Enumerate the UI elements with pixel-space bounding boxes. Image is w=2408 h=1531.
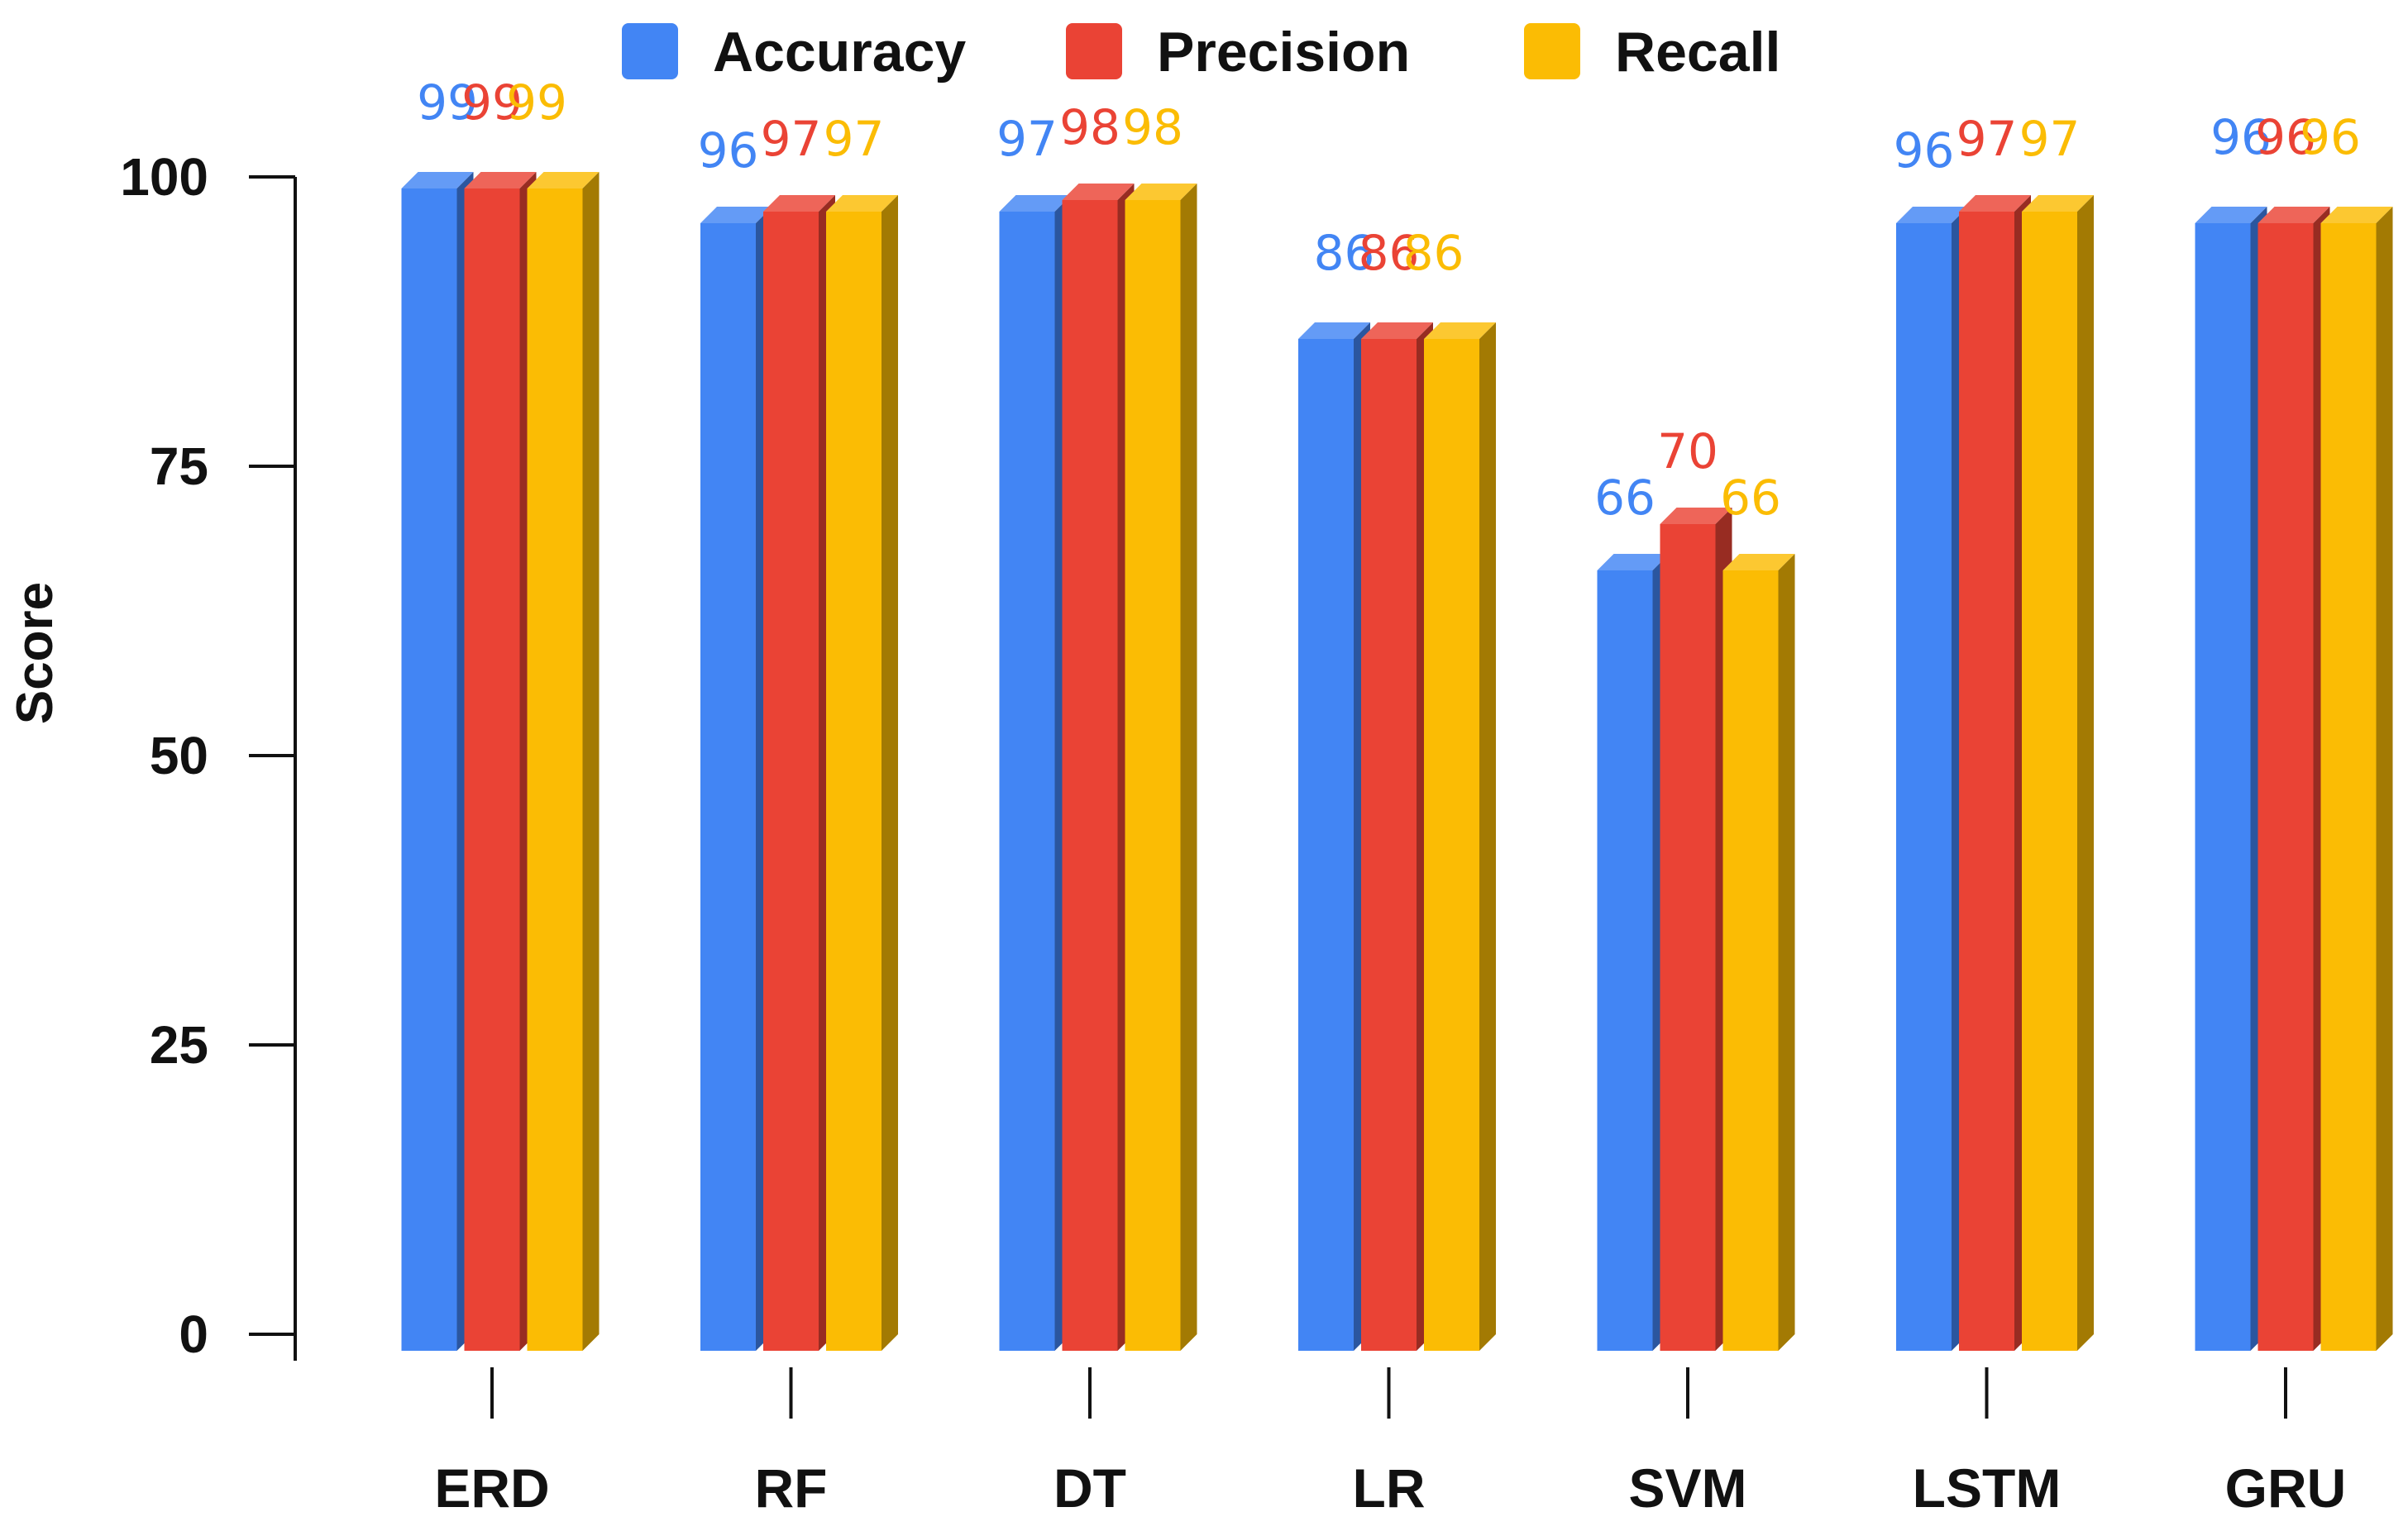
y-tick-label: 75 xyxy=(150,436,208,496)
bar-svm-precision xyxy=(1660,508,1732,1351)
x-tick-label: RF xyxy=(755,1457,828,1519)
x-tick-label: DT xyxy=(1054,1457,1126,1519)
bar-svm-accuracy xyxy=(1597,554,1670,1351)
bar-gru-accuracy xyxy=(2195,207,2267,1351)
legend-label: Precision xyxy=(1157,21,1410,83)
bar-erd-precision xyxy=(464,172,537,1351)
data-label: 97 xyxy=(824,111,885,167)
bar-erd-accuracy xyxy=(401,172,474,1351)
legend-label: Accuracy xyxy=(713,21,966,83)
legend-swatch xyxy=(622,23,678,79)
data-label: 96 xyxy=(698,122,759,179)
data-label: 66 xyxy=(1594,470,1656,526)
bar-lstm-recall xyxy=(2022,195,2094,1351)
x-tick-label: LR xyxy=(1353,1457,1426,1519)
legend-swatch xyxy=(1524,23,1580,79)
x-tick-label: ERD xyxy=(434,1457,549,1519)
x-tick-label: SVM xyxy=(1628,1457,1746,1519)
bar-rf-precision xyxy=(763,195,835,1351)
legend-label: Recall xyxy=(1615,21,1780,83)
bar-erd-recall xyxy=(527,172,600,1351)
legend-item-precision: Precision xyxy=(1066,21,1410,83)
bar-dt-accuracy xyxy=(999,195,1072,1351)
data-label: 98 xyxy=(1122,99,1183,155)
x-tick-label: GRU xyxy=(2225,1457,2347,1519)
bar-dt-precision xyxy=(1062,184,1135,1351)
bar-gru-precision xyxy=(2258,207,2330,1351)
data-label: 99 xyxy=(461,74,523,131)
data-label: 97 xyxy=(1956,111,2018,167)
bars xyxy=(401,172,2393,1351)
legend-item-accuracy: Accuracy xyxy=(622,21,966,83)
y-tick-label: 0 xyxy=(179,1304,208,1364)
data-label: 99 xyxy=(506,74,567,131)
data-label: 96 xyxy=(2210,109,2272,165)
data-label: 97 xyxy=(2019,111,2081,167)
data-label: 96 xyxy=(2300,109,2361,165)
data-label: 86 xyxy=(1314,225,1375,281)
legend: Accuracy Precision Recall xyxy=(622,21,1780,83)
legend-swatch xyxy=(1066,23,1122,79)
data-label: 66 xyxy=(1720,470,1781,526)
bar-dt-recall xyxy=(1125,184,1197,1351)
y-tick-label: 25 xyxy=(150,1015,208,1075)
y-tick-label: 100 xyxy=(120,147,208,207)
y-tick-label: 50 xyxy=(150,726,208,785)
data-label: 97 xyxy=(996,111,1058,167)
x-tick-label: LSTM xyxy=(1913,1457,2062,1519)
bar-lstm-precision xyxy=(1959,195,2031,1351)
x-axis: ERD RF DT LR SVM LSTM GRU xyxy=(434,1367,2346,1519)
bar-lr-accuracy xyxy=(1298,322,1370,1351)
legend-item-recall: Recall xyxy=(1524,21,1780,83)
data-label: 86 xyxy=(1403,225,1464,281)
bar-gru-recall xyxy=(2320,207,2393,1351)
bar-lr-recall xyxy=(1424,322,1496,1351)
bar-lr-precision xyxy=(1361,322,1433,1351)
data-label: 99 xyxy=(417,74,478,131)
data-label: 98 xyxy=(1059,99,1120,155)
data-label: 70 xyxy=(1657,423,1718,479)
bar-rf-accuracy xyxy=(700,207,772,1351)
bar-rf-recall xyxy=(826,195,898,1351)
data-label: 97 xyxy=(761,111,822,167)
data-label: 86 xyxy=(1359,225,1420,281)
data-label: 96 xyxy=(1894,122,1955,179)
y-axis-title: Score xyxy=(7,582,64,724)
bar-svm-recall xyxy=(1722,554,1795,1351)
bar-lstm-accuracy xyxy=(1896,207,1968,1351)
y-axis: 0 25 50 75 100 xyxy=(120,147,297,1364)
data-label: 96 xyxy=(2255,109,2316,165)
